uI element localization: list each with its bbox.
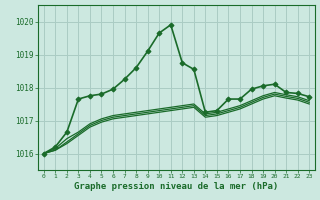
X-axis label: Graphe pression niveau de la mer (hPa): Graphe pression niveau de la mer (hPa)	[74, 182, 279, 191]
